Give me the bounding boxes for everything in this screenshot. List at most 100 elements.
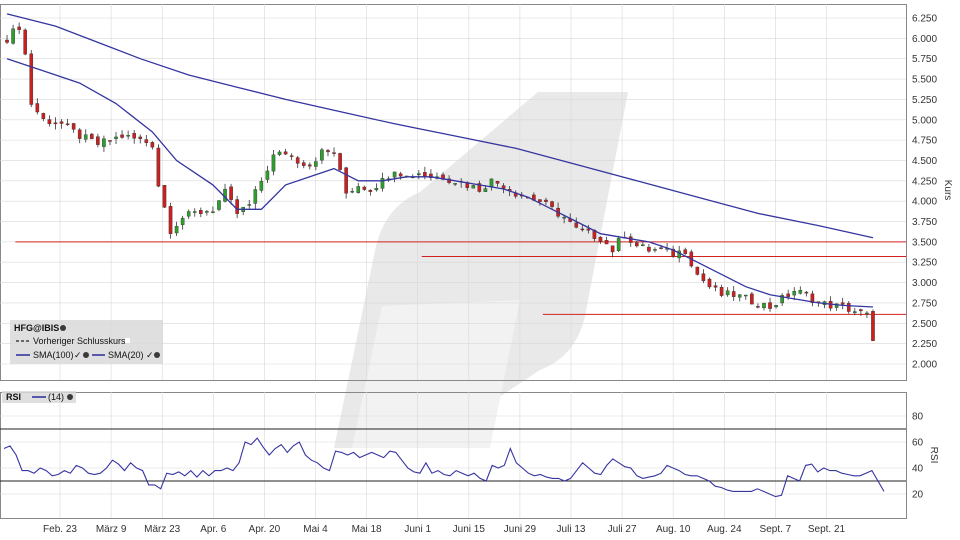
candle-body bbox=[562, 217, 566, 219]
candle-body bbox=[23, 29, 27, 55]
candle-body bbox=[453, 183, 457, 185]
candle-body bbox=[671, 248, 675, 257]
date-tick-label: Aug. 24 bbox=[707, 524, 742, 535]
candle-body bbox=[162, 185, 167, 208]
rsi-frame bbox=[0, 392, 907, 519]
candle-body bbox=[132, 133, 136, 139]
candle-body bbox=[471, 185, 476, 189]
candle-body bbox=[229, 186, 233, 200]
candle-body bbox=[271, 154, 276, 172]
candle-body bbox=[96, 136, 100, 145]
rsi-panel: 80 60 40 20 RSI (14) RSI bbox=[0, 391, 939, 519]
candle-body bbox=[580, 228, 585, 231]
candle-body bbox=[659, 247, 663, 249]
candle-body bbox=[477, 183, 482, 192]
watermark-shape-lower bbox=[352, 300, 520, 448]
candle-body bbox=[199, 210, 203, 214]
globe-icon bbox=[154, 352, 160, 358]
candle-body bbox=[544, 199, 548, 202]
candle-body bbox=[762, 302, 766, 309]
rsi-tick-label: 60 bbox=[912, 438, 924, 449]
candle-body bbox=[737, 294, 742, 298]
candle-body bbox=[707, 278, 712, 288]
candle-body bbox=[731, 291, 736, 297]
candle-body bbox=[314, 161, 318, 167]
candle-body bbox=[150, 142, 155, 148]
legend-instrument: HFG@IBIS bbox=[14, 323, 59, 333]
candle-body bbox=[5, 39, 9, 43]
candle-body bbox=[277, 151, 282, 155]
candle-body bbox=[186, 211, 191, 217]
check-icon: ✓ bbox=[146, 350, 154, 360]
price-tick-label: 5.250 bbox=[912, 95, 937, 106]
candle-body bbox=[598, 236, 603, 242]
candle-body bbox=[810, 293, 815, 303]
candle-body bbox=[174, 226, 179, 234]
rsi-axis-title: RSI bbox=[928, 447, 939, 464]
globe-icon bbox=[60, 325, 66, 331]
date-tick-label: Mai 4 bbox=[303, 524, 328, 535]
candle-body bbox=[205, 211, 209, 213]
date-tick-label: März 23 bbox=[144, 524, 181, 535]
candle-body bbox=[792, 291, 797, 296]
date-tick-label: Sept. 7 bbox=[760, 524, 792, 535]
price-axis-title: Kurs bbox=[942, 180, 953, 201]
globe-icon bbox=[83, 352, 89, 358]
candle-body bbox=[65, 123, 70, 125]
price-tick-label: 3.250 bbox=[912, 258, 937, 269]
price-tick-label: 5.000 bbox=[912, 115, 937, 126]
candle-body bbox=[332, 152, 336, 154]
price-tick-label: 6.000 bbox=[912, 34, 937, 45]
globe-icon bbox=[67, 394, 73, 400]
candle-body bbox=[635, 242, 639, 247]
candle-body bbox=[853, 311, 857, 314]
price-axis: 6.250 6.000 5.750 5.500 5.250 5.000 4.750 4.500… bbox=[912, 14, 953, 371]
rsi-tick-label: 20 bbox=[912, 490, 924, 501]
candle-body bbox=[768, 302, 772, 309]
candle-body bbox=[108, 140, 112, 142]
candle-body bbox=[344, 167, 348, 194]
candle-body bbox=[786, 293, 790, 297]
candle-body bbox=[750, 293, 754, 305]
candle-body bbox=[180, 217, 185, 225]
candle-body bbox=[90, 133, 94, 140]
candle-body bbox=[846, 303, 851, 312]
candle-body bbox=[865, 312, 869, 315]
date-tick-label: Juni 29 bbox=[504, 524, 537, 535]
candle-body bbox=[859, 309, 863, 312]
candle-body bbox=[295, 157, 300, 164]
candle-body bbox=[616, 238, 621, 252]
candle-body bbox=[338, 153, 342, 170]
candle-body bbox=[423, 172, 427, 177]
candle-body bbox=[350, 191, 354, 193]
candle-body bbox=[756, 306, 760, 308]
legend-sma20: SMA(20) bbox=[108, 350, 144, 360]
rsi-legend-period: (14) bbox=[48, 392, 64, 402]
candle-body bbox=[610, 245, 615, 253]
candle-body bbox=[362, 186, 367, 190]
price-tick-label: 3.000 bbox=[912, 278, 937, 289]
sma-lines bbox=[6, 13, 874, 308]
candle-body bbox=[126, 135, 130, 137]
price-tick-label: 4.250 bbox=[912, 176, 937, 187]
main-grid bbox=[0, 4, 907, 381]
date-tick-label: Juli 13 bbox=[557, 524, 586, 535]
candle-body bbox=[120, 134, 124, 138]
candle-body bbox=[489, 178, 494, 187]
candle-body bbox=[417, 173, 421, 176]
candle-body bbox=[47, 119, 52, 125]
candle-body bbox=[834, 303, 839, 308]
candle-body bbox=[683, 249, 688, 254]
candle-body bbox=[326, 150, 330, 153]
candle-body bbox=[374, 188, 379, 191]
candle-body bbox=[308, 164, 312, 167]
candle-body bbox=[41, 113, 46, 119]
price-tick-label: 2.000 bbox=[912, 360, 937, 371]
candle-body bbox=[71, 123, 76, 130]
date-tick-label: Juli 27 bbox=[608, 524, 637, 535]
candle-body bbox=[447, 178, 451, 183]
rsi-tick-label: 40 bbox=[912, 464, 924, 475]
candle-body bbox=[495, 181, 500, 184]
candle-body bbox=[501, 185, 506, 189]
